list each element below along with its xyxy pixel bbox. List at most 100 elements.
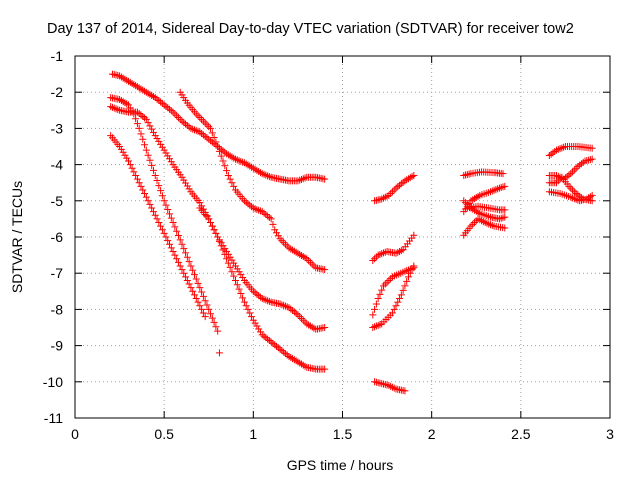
data-point — [371, 323, 379, 331]
y-tick-label: -7 — [51, 265, 64, 281]
data-point — [397, 180, 405, 188]
data-point — [142, 193, 150, 201]
series-arc-17 — [545, 143, 596, 160]
data-point — [294, 358, 302, 366]
data-point — [164, 152, 172, 160]
series-arc-12 — [460, 168, 507, 179]
data-point — [297, 175, 305, 183]
data-point — [189, 125, 197, 133]
data-point — [162, 149, 170, 157]
data-point — [290, 308, 298, 316]
data-point — [183, 122, 191, 130]
data-point — [269, 220, 277, 228]
data-point — [283, 303, 291, 311]
data-point — [262, 171, 270, 179]
data-point — [144, 89, 152, 97]
grid — [75, 56, 610, 418]
data-point — [135, 124, 143, 132]
data-point — [258, 170, 266, 178]
data-point — [281, 350, 289, 358]
data-point — [192, 127, 200, 135]
data-point — [374, 321, 382, 329]
data-point — [255, 206, 263, 214]
data-point — [155, 137, 163, 145]
data-point — [228, 256, 236, 264]
data-point — [399, 286, 407, 294]
data-point — [176, 236, 184, 244]
data-point — [406, 174, 414, 182]
data-point — [114, 106, 122, 114]
data-point — [199, 292, 207, 300]
data-point — [207, 137, 215, 145]
data-point — [374, 295, 382, 303]
data-point — [554, 177, 562, 185]
data-point — [380, 194, 388, 202]
data-point — [394, 183, 402, 191]
data-point — [410, 171, 418, 179]
series-arc-18 — [545, 155, 596, 183]
data-point — [262, 211, 270, 219]
data-point — [233, 156, 241, 164]
data-point — [479, 218, 487, 226]
data-point — [287, 354, 295, 362]
data-point — [501, 206, 509, 214]
data-point — [387, 275, 395, 283]
data-point — [577, 160, 585, 168]
data-point — [133, 83, 141, 91]
data-point — [132, 82, 140, 90]
data-point — [569, 194, 577, 202]
series-arc-7 — [371, 171, 418, 205]
data-point — [265, 297, 273, 305]
data-point — [262, 334, 270, 342]
data-point — [198, 115, 206, 123]
data-point — [244, 305, 252, 313]
data-point — [303, 255, 311, 263]
data-point — [132, 115, 140, 123]
data-point — [280, 301, 288, 309]
data-point — [467, 197, 475, 205]
data-point — [404, 273, 412, 281]
data-point — [264, 212, 272, 220]
data-point — [385, 191, 393, 199]
data-point — [264, 297, 272, 305]
data-point — [560, 143, 568, 151]
data-point — [299, 361, 307, 369]
data-point — [497, 184, 505, 192]
data-point — [180, 245, 188, 253]
data-point — [501, 213, 509, 221]
data-point — [174, 232, 182, 240]
data-point — [253, 290, 261, 298]
data-point — [289, 246, 297, 254]
data-point — [488, 221, 496, 229]
data-point — [155, 97, 163, 105]
data-point — [128, 107, 136, 115]
data-point — [387, 382, 395, 390]
data-point — [280, 238, 288, 246]
data-point — [151, 211, 159, 219]
data-point — [196, 114, 204, 122]
data-point — [278, 347, 286, 355]
data-point — [249, 316, 257, 324]
data-point — [173, 255, 181, 263]
data-point — [467, 222, 475, 230]
data-point — [574, 162, 582, 170]
data-point — [297, 314, 305, 322]
data-point — [292, 357, 300, 365]
data-point — [157, 222, 165, 230]
data-point — [169, 247, 177, 255]
data-point — [155, 219, 163, 227]
data-point — [251, 165, 259, 173]
data-point — [297, 360, 305, 368]
data-point — [392, 302, 400, 310]
data-point — [208, 129, 216, 137]
data-point — [401, 177, 409, 185]
data-point — [117, 97, 125, 105]
x-tick-label: 2 — [428, 426, 436, 442]
data-point — [396, 181, 404, 189]
data-point — [230, 272, 238, 280]
data-point — [196, 128, 204, 136]
data-point — [240, 298, 248, 306]
data-point — [141, 190, 149, 198]
data-point — [258, 331, 266, 339]
data-point — [392, 249, 400, 257]
